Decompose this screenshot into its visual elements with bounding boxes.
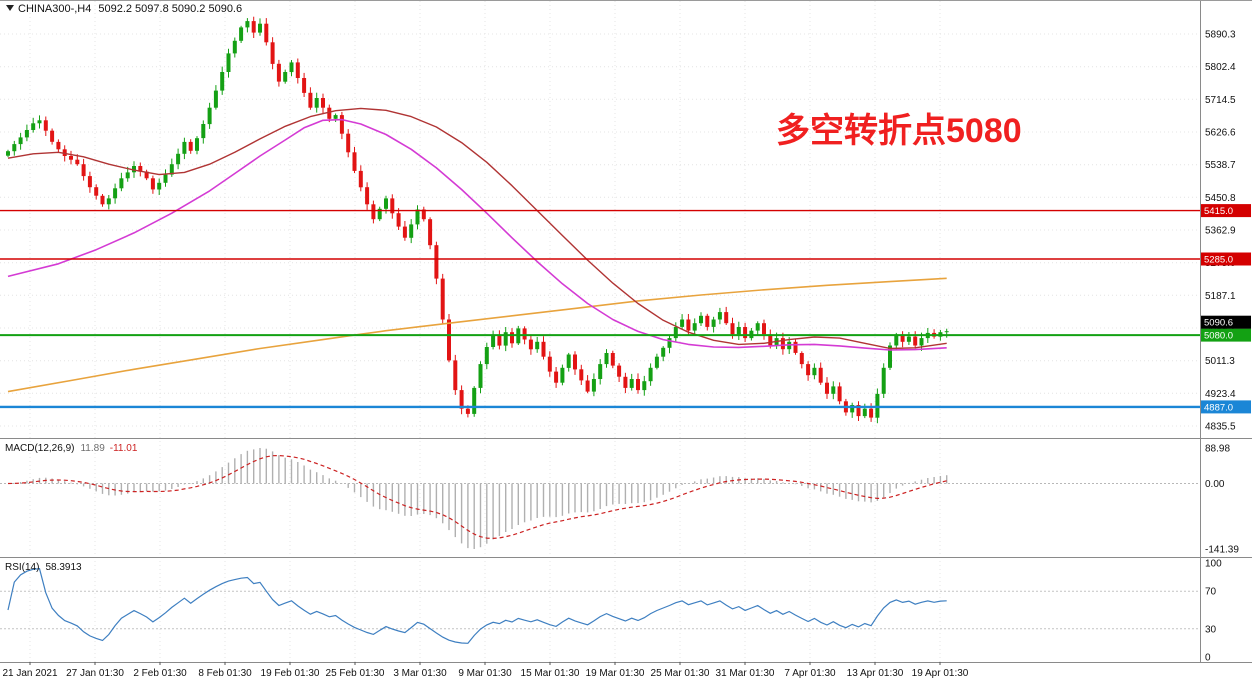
- symbol-dropdown-icon[interactable]: [6, 5, 14, 11]
- price-tag-label: 5415.0: [1204, 206, 1233, 217]
- rsi-axis-label: 0: [1205, 653, 1211, 664]
- time-axis-label: 31 Mar 01:30: [716, 668, 775, 679]
- price-axis-label: 5890.3: [1205, 30, 1236, 41]
- macd-main-value: 11.89: [80, 443, 105, 454]
- price-axis-label: 5450.8: [1205, 193, 1236, 204]
- time-axis-label: 19 Feb 01:30: [261, 668, 320, 679]
- price-tag: [1201, 400, 1251, 414]
- macd-axis-label: 88.98: [1205, 444, 1230, 455]
- price-tag: [1201, 328, 1251, 342]
- price-axis-label: 5626.6: [1205, 128, 1236, 139]
- chart-symbol-timeframe: CHINA300-,H4: [18, 3, 91, 15]
- time-axis-label: 8 Feb 01:30: [198, 668, 252, 679]
- time-axis-label: 25 Mar 01:30: [651, 668, 710, 679]
- price-axis-label: 5538.7: [1205, 160, 1236, 171]
- macd-title: MACD(12,26,9): [5, 443, 74, 454]
- moving-averages: [7, 107, 947, 393]
- ma-slow-orange: [7, 277, 947, 393]
- chart-title: CHINA300-,H4 5092.2 5097.8 5090.2 5090.6: [18, 3, 242, 15]
- ma-fast-darkred: [7, 107, 947, 350]
- price-axis[interactable]: 5890.3 5802.4 5714.5 5626.6 5538.7 5450.8 5362…: [1205, 30, 1236, 433]
- rsi-axis-label: 100: [1205, 559, 1222, 570]
- price-axis-label: 5362.9: [1205, 226, 1236, 237]
- price-axis-label: 4923.4: [1205, 389, 1236, 400]
- rsi-title: RSI(14): [5, 562, 39, 573]
- macd-signal-line: [7, 454, 947, 540]
- price-axis-label: 5011.3: [1205, 356, 1235, 367]
- grid-lines: [0, 1, 1200, 662]
- price-levels: 5415.0 5285.0 5080.0 4887.0 5090.6: [0, 204, 1251, 414]
- macd-indicator-label: MACD(12,26,9) 11.89 -11.01: [5, 443, 138, 454]
- price-axis-label: 4835.5: [1205, 422, 1236, 433]
- time-axis-label: 15 Mar 01:30: [521, 668, 580, 679]
- time-axis-label: 27 Jan 01:30: [66, 668, 124, 679]
- candles-layer: [6, 16, 949, 424]
- ma-medium-magenta: [7, 118, 947, 351]
- price-axis-label: 5802.4: [1205, 62, 1236, 73]
- time-axis-label: 21 Jan 2021: [2, 668, 57, 679]
- macd-signal-value: -11.01: [110, 443, 138, 454]
- rsi-line: [7, 568, 947, 644]
- rsi-pane: 100 70 30 0: [0, 559, 1222, 664]
- time-axis[interactable]: 21 Jan 2021 27 Jan 01:30 2 Feb 01:30 8 Feb …: [2, 662, 969, 679]
- macd-axis-label: 0.00: [1205, 479, 1225, 490]
- price-axis-label: 5187.1: [1205, 291, 1236, 302]
- price-tag-label: 5285.0: [1204, 255, 1233, 266]
- pane-separators: [0, 1, 1252, 663]
- price-tag: [1201, 315, 1251, 329]
- time-axis-label: 19 Apr 01:30: [912, 668, 969, 679]
- rsi-axis-label: 70: [1205, 587, 1217, 598]
- time-axis-label: 25 Feb 01:30: [326, 668, 385, 679]
- time-axis-label: 19 Mar 01:30: [586, 668, 645, 679]
- price-tag: [1201, 252, 1251, 266]
- time-axis-label: 9 Mar 01:30: [458, 668, 512, 679]
- time-axis-label: 13 Apr 01:30: [847, 668, 904, 679]
- price-tag-label: 5080.0: [1204, 331, 1233, 342]
- price-tag: [1201, 204, 1251, 218]
- time-axis-label: 2 Feb 01:30: [133, 668, 187, 679]
- chart-ohlc-values: 5092.2 5097.8 5090.2 5090.6: [98, 3, 242, 15]
- macd-axis-label: -141.39: [1205, 545, 1239, 556]
- price-tag-label: 4887.0: [1204, 402, 1233, 413]
- rsi-indicator-label: RSI(14) 58.3913: [5, 562, 82, 573]
- rsi-value: 58.3913: [45, 562, 82, 573]
- time-axis-label: 3 Mar 01:30: [393, 668, 447, 679]
- annotation-text: 多空转折点5080: [776, 112, 1022, 150]
- macd-pane: 88.98 0.00 -141.39: [0, 444, 1239, 556]
- rsi-axis-label: 30: [1205, 624, 1217, 635]
- price-axis-label: 5714.5: [1205, 95, 1236, 106]
- price-tag-label: 5090.6: [1204, 318, 1233, 329]
- time-axis-label: 7 Apr 01:30: [784, 668, 836, 679]
